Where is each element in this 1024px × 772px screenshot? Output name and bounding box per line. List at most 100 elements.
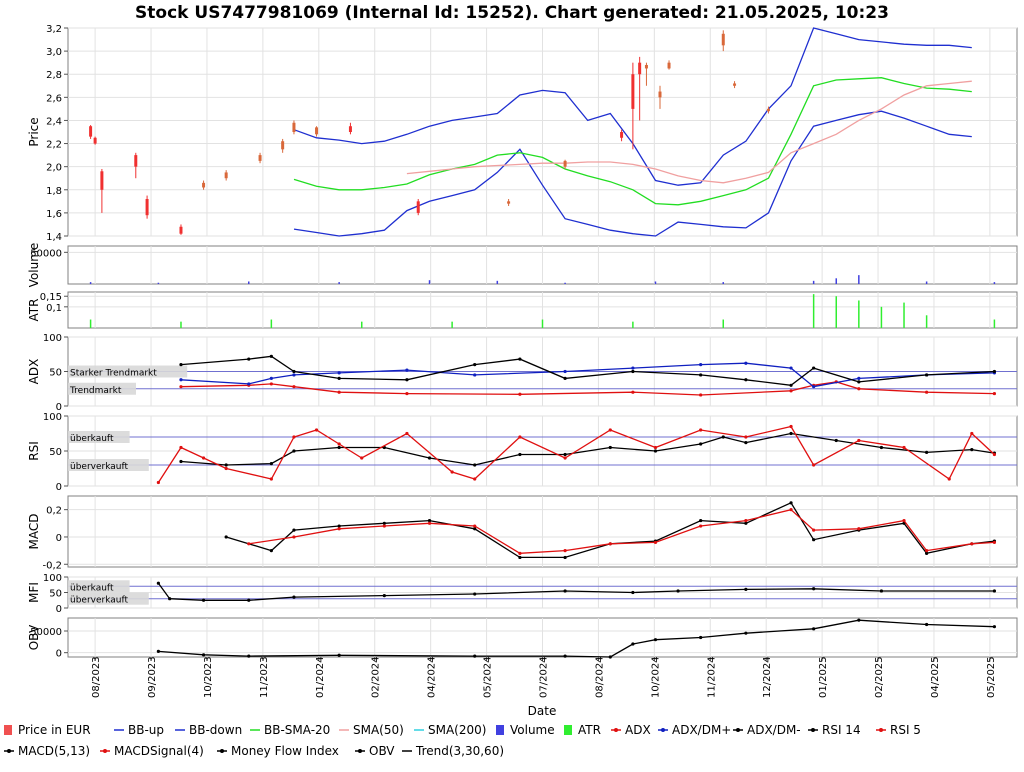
- candle-body: [638, 62, 642, 75]
- ytick-label-price: 1,6: [46, 209, 62, 220]
- series-point: [879, 445, 884, 450]
- series-point: [247, 357, 251, 361]
- series-point: [653, 540, 658, 545]
- series-point: [608, 445, 612, 450]
- series-point: [744, 435, 748, 439]
- candle-body: [258, 155, 262, 161]
- series-point: [337, 376, 341, 380]
- series-point: [789, 424, 793, 429]
- series-point: [699, 428, 703, 432]
- series-point: [518, 555, 522, 560]
- ytick-label-price: 1,8: [46, 186, 62, 197]
- series-point: [789, 431, 793, 436]
- series-point: [518, 357, 522, 361]
- legend: Price in EUR BB-up BB-down BB-SMA-20 SMA(50)…: [4, 723, 921, 758]
- series-point: [992, 589, 997, 593]
- legend-label: Trend(3,30,60): [415, 744, 504, 758]
- panels: 1,41,61,82,02,22,42,62,83,03,2Price50000…: [27, 24, 1018, 660]
- series-point: [563, 376, 567, 380]
- ytick-label-price: 2,2: [46, 140, 62, 151]
- series-point: [902, 445, 906, 450]
- legend-item: ADX/DM+: [658, 723, 731, 737]
- legend-label: ADX: [625, 723, 651, 737]
- ytick-label-price: 2,8: [46, 70, 62, 81]
- series-point: [812, 627, 816, 631]
- series-point: [292, 385, 296, 389]
- series-point: [563, 369, 567, 374]
- x-tick-label: 11/2023: [259, 656, 270, 698]
- legend-marker: [358, 749, 362, 753]
- legend-label: OBV: [369, 744, 395, 758]
- legend-item: Money Flow Index: [217, 744, 339, 758]
- series-point: [337, 442, 341, 446]
- ytick-label-price: 2,0: [46, 163, 62, 174]
- series-point: [156, 581, 160, 585]
- series-point: [269, 354, 273, 358]
- series-line-bb-down: [293, 110, 972, 237]
- annotation-bg-adx: [68, 365, 188, 378]
- series-point: [337, 653, 341, 657]
- ytick-label-price: 3,2: [46, 24, 62, 35]
- x-axis-label: Date: [528, 704, 557, 718]
- series-point: [337, 527, 341, 531]
- legend-label: ATR: [578, 723, 601, 737]
- series-point: [314, 428, 319, 432]
- x-tick-label: 04/2025: [930, 656, 941, 698]
- series-point: [631, 390, 635, 394]
- series-line-adx-dm-: [180, 362, 995, 388]
- candle-body: [658, 91, 662, 98]
- series-point: [699, 373, 703, 377]
- x-tick-label: 10/2024: [650, 656, 661, 698]
- series-point: [292, 535, 296, 539]
- legend-item: MACD(5,13): [4, 744, 90, 758]
- series-point: [518, 392, 522, 396]
- y-axis-label-volume: Volume: [27, 243, 41, 288]
- legend-marker: [736, 728, 740, 732]
- legend-item: SMA(50): [339, 723, 404, 737]
- series-point: [405, 431, 409, 436]
- series-point: [789, 366, 793, 370]
- series-point: [857, 376, 861, 380]
- x-tick-label: 09/2023: [147, 656, 158, 698]
- y-axis-label-obv: OBV: [27, 624, 41, 650]
- series-point: [473, 524, 477, 528]
- series-point: [744, 518, 748, 523]
- series-point: [925, 551, 929, 555]
- ytick-label-volume: 50000: [30, 248, 62, 259]
- annotation-label-rsi: überkauft: [70, 434, 114, 444]
- legend-marker: [7, 749, 11, 753]
- x-tick-label: 04/2024: [427, 656, 438, 698]
- series-point: [925, 622, 929, 627]
- series-point: [337, 371, 341, 375]
- series-point: [269, 382, 273, 386]
- series-point: [337, 445, 341, 450]
- series-line-bb-sma-20: [293, 77, 972, 206]
- series-point: [427, 521, 432, 525]
- series-point: [563, 589, 567, 593]
- series-point: [970, 542, 974, 546]
- series-point: [789, 383, 793, 387]
- annotation-bg-mfi: [68, 592, 149, 605]
- series-point: [812, 385, 816, 389]
- series-point: [247, 598, 251, 602]
- ytick-label-macd: 0,2: [46, 506, 62, 517]
- annotation-label-mfi: überkauft: [70, 583, 114, 593]
- series-point: [473, 592, 477, 596]
- x-tick-label: 08/2024: [594, 656, 605, 698]
- annotation-label-adx: Starker Trendmarkt: [70, 369, 157, 379]
- annotation-bg-rsi: [68, 459, 149, 471]
- series-point: [699, 393, 703, 397]
- series-point: [292, 435, 296, 439]
- series-point: [382, 524, 386, 528]
- series-point: [857, 618, 861, 622]
- series-point: [518, 551, 522, 555]
- annotation-label-mfi: überverkauft: [70, 596, 129, 606]
- candle-body: [224, 172, 228, 179]
- series-point: [337, 524, 341, 528]
- series-point: [337, 390, 341, 394]
- legend-marker: [661, 728, 665, 732]
- series-point: [224, 535, 228, 539]
- legend-label: RSI 5: [890, 723, 921, 737]
- legend-label: ADX/DM+: [672, 723, 731, 737]
